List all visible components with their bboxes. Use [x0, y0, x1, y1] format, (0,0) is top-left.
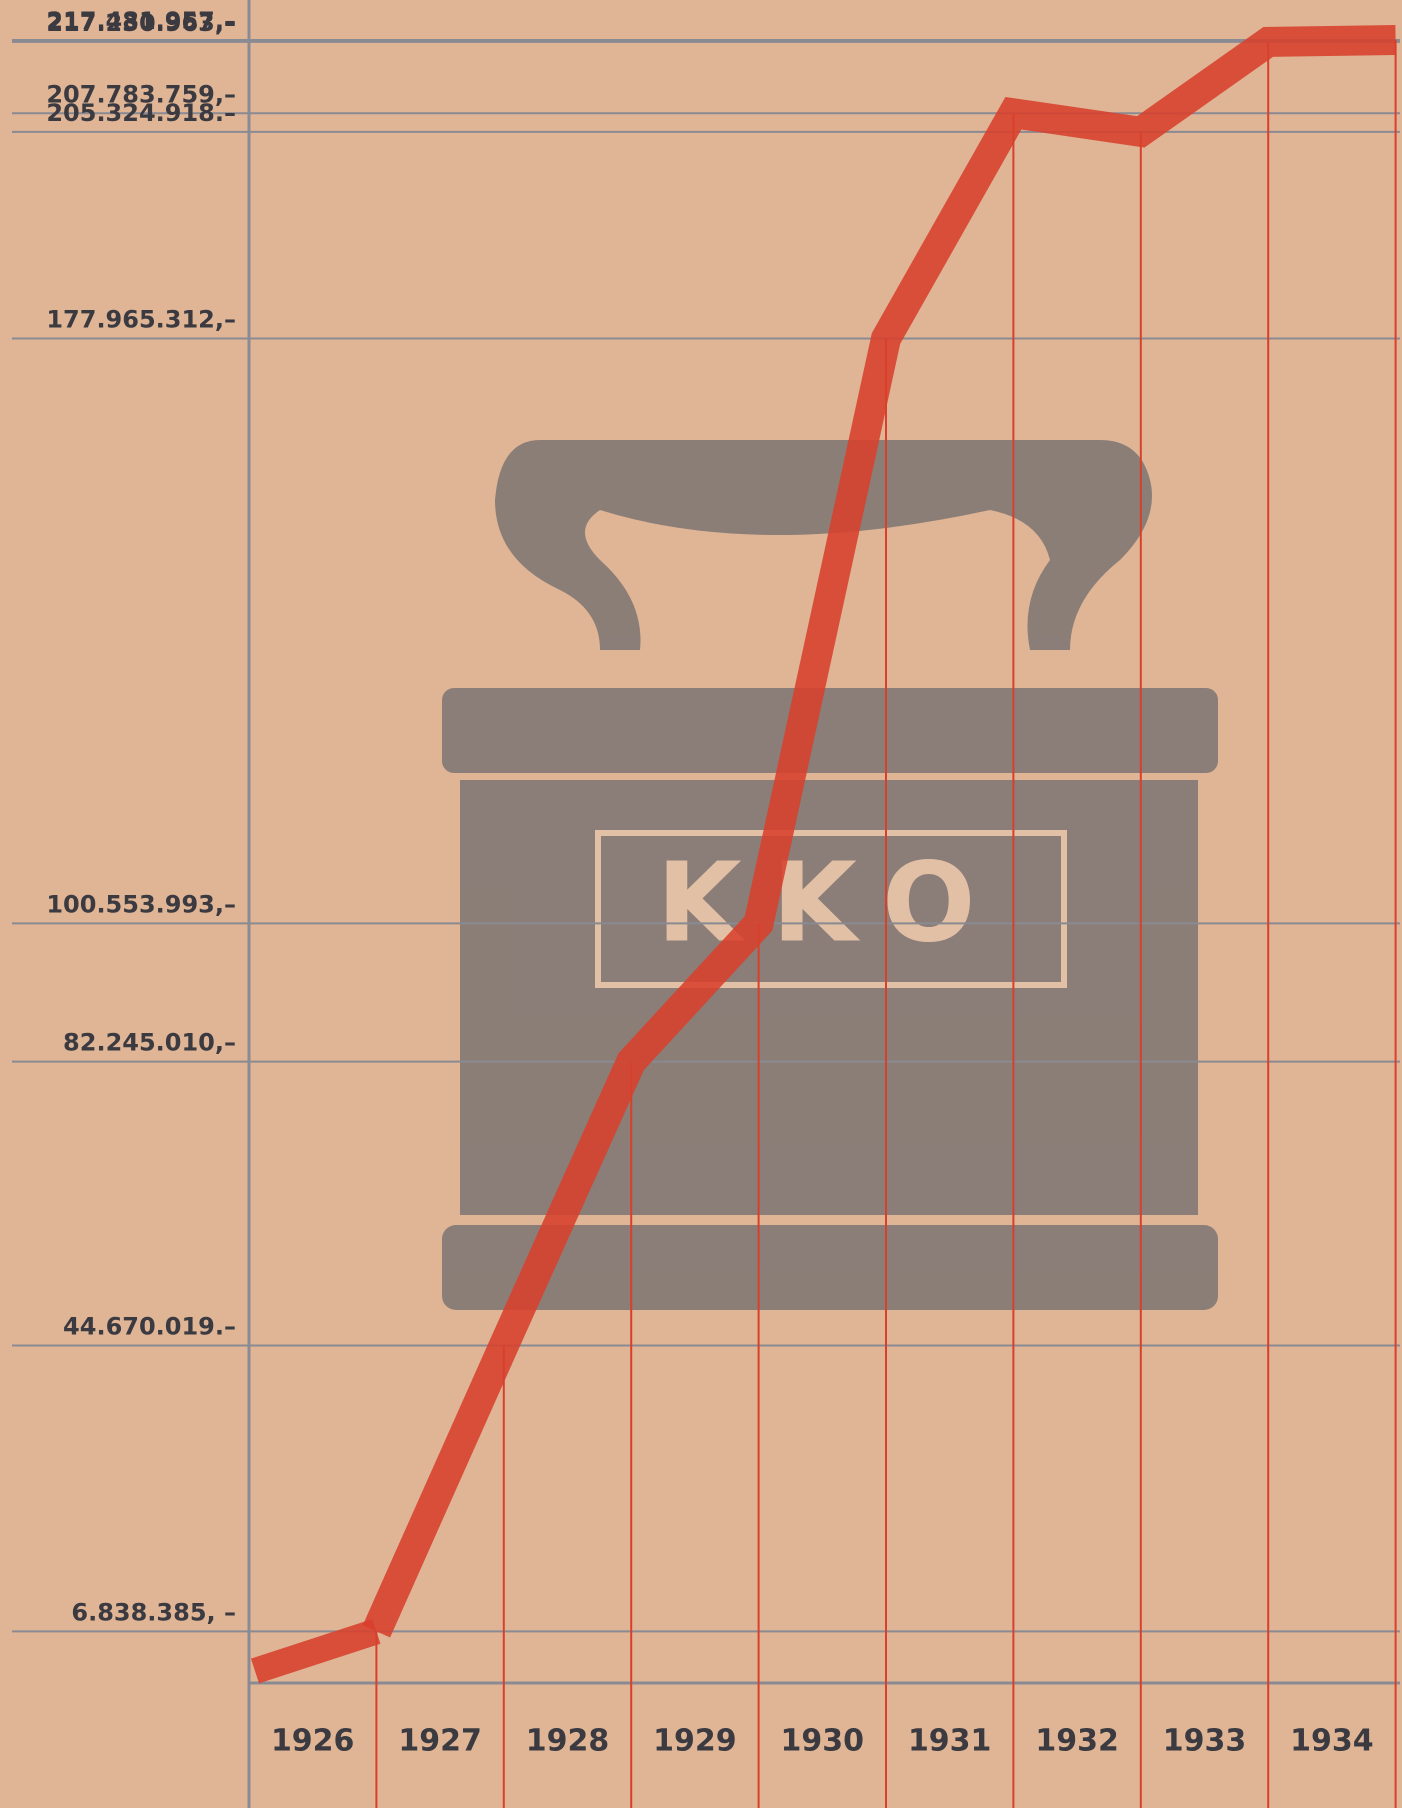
y-tick-label: 44.670.019.– [63, 1313, 236, 1341]
lead-in [250, 1618, 381, 1684]
x-tick-label: 1933 [1163, 1724, 1247, 1759]
y-tick-label: 217.230.963,– [46, 9, 236, 37]
y-tick-label: 177.965.312,– [46, 306, 236, 334]
x-tick-label: 1929 [653, 1724, 737, 1759]
x-tick-label: 1927 [398, 1724, 482, 1759]
x-tick-label: 1931 [908, 1724, 992, 1759]
annotation: KKO [656, 838, 1005, 966]
x-tick-label: 1930 [781, 1724, 865, 1759]
y-tick-label: 100.553.993,– [46, 890, 236, 918]
x-tick-label: 1934 [1290, 1724, 1374, 1759]
x-tick-label: 1928 [526, 1724, 610, 1759]
x-tick-label: 1926 [271, 1724, 355, 1759]
y-tick-label: 6.838.385, – [71, 1598, 236, 1626]
line [362, 25, 1396, 1638]
y-tick-label: 207.783.759,– [46, 80, 236, 108]
x-tick-label: 1932 [1035, 1724, 1119, 1759]
y-tick-label: 217.481.957,– [46, 7, 236, 35]
y-tick-label: 82.245.010,– [63, 1029, 236, 1057]
y-tick-label: 205.324.918.– [46, 99, 236, 127]
